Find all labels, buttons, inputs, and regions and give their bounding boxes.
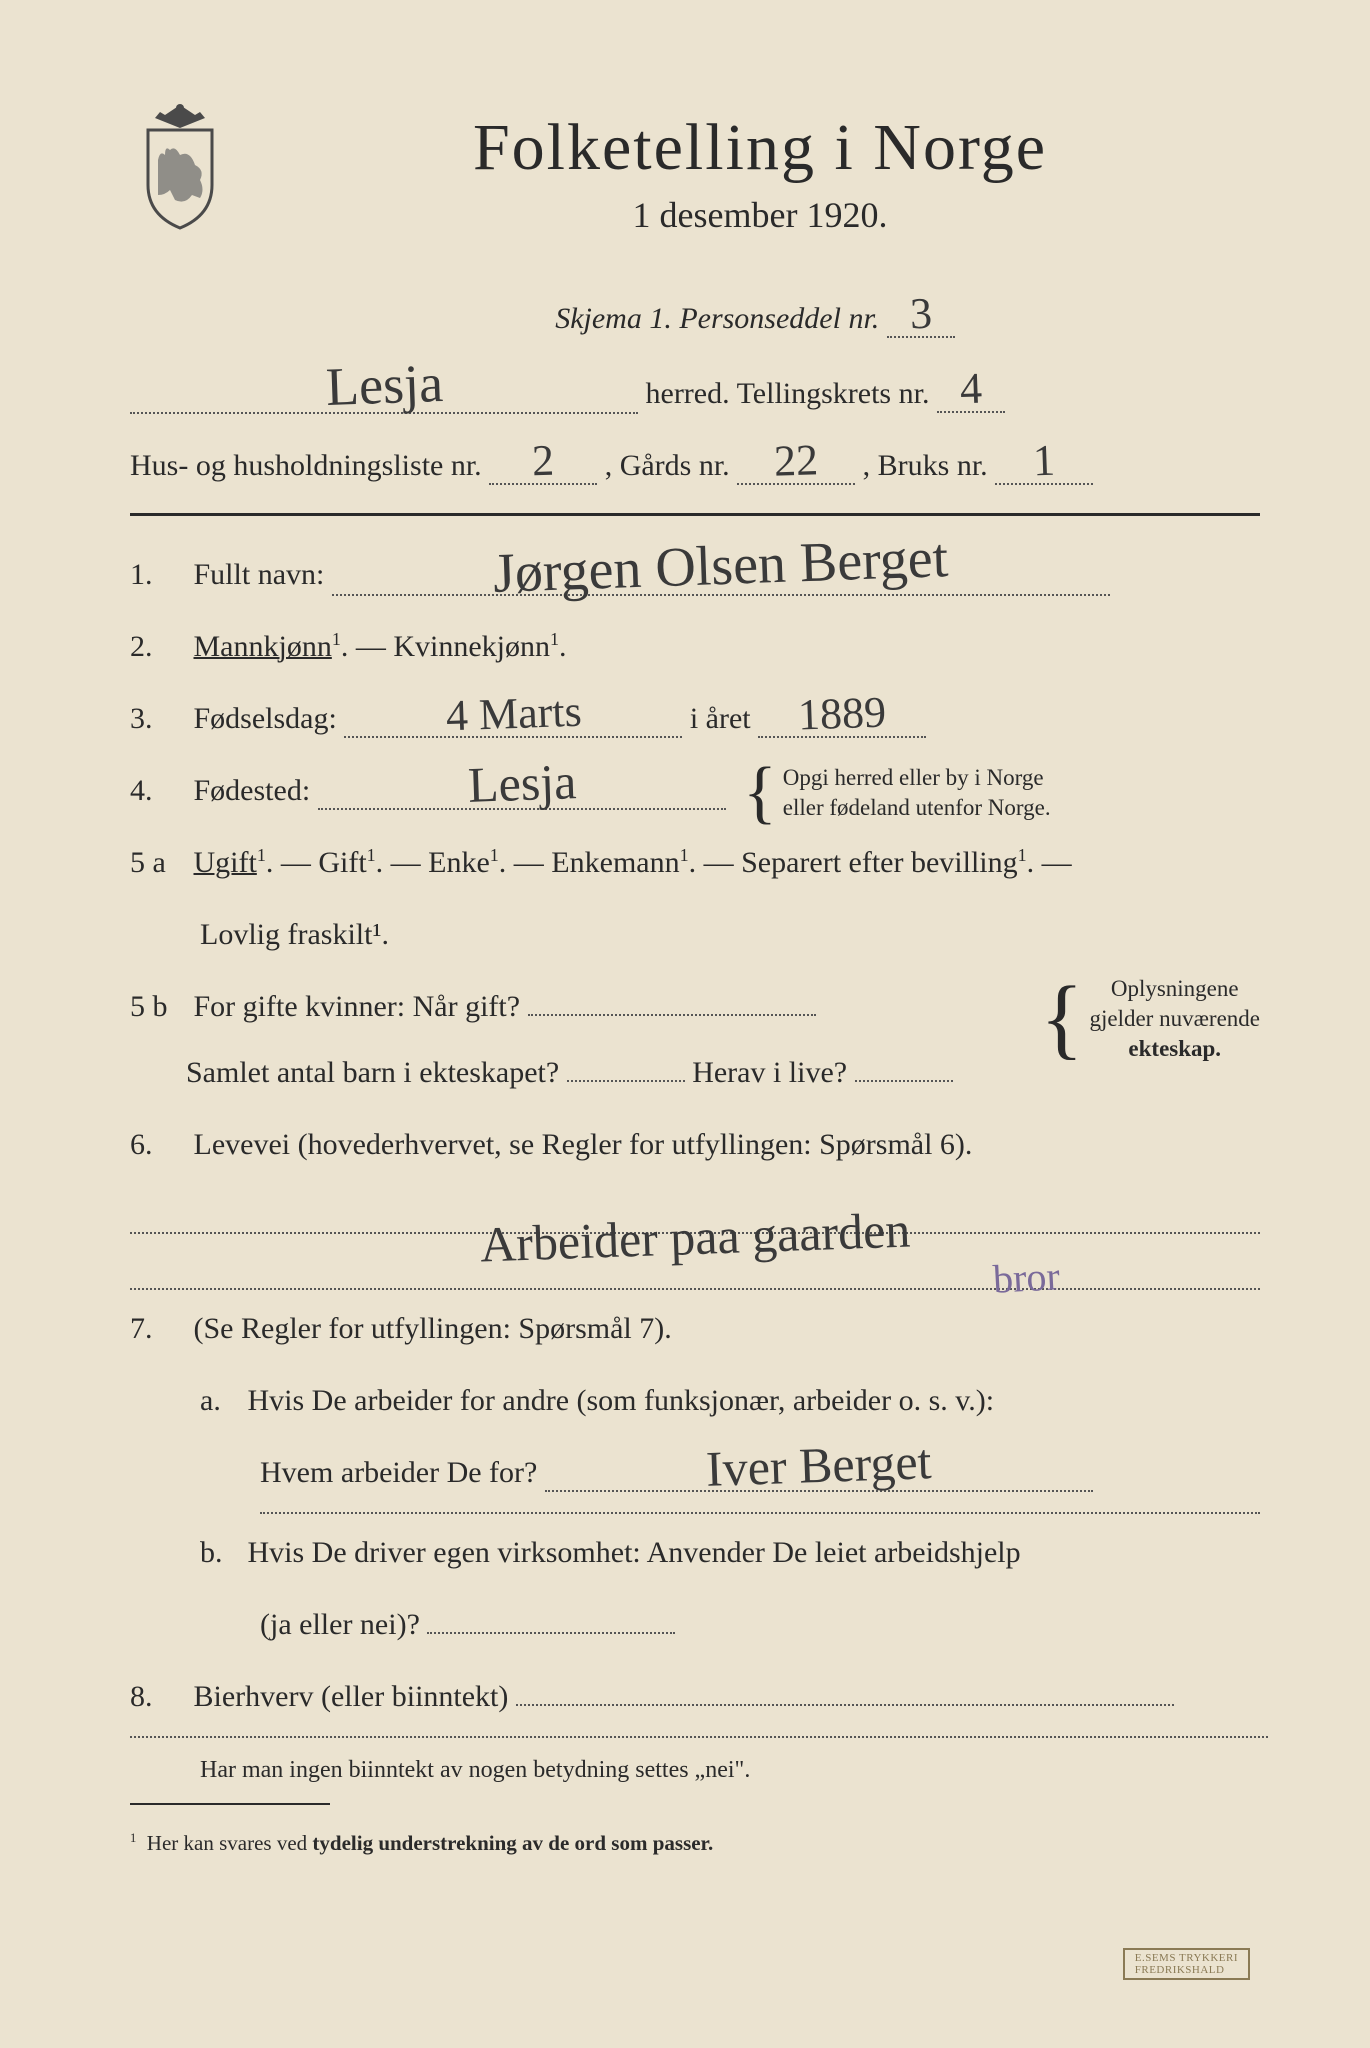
skjema-label: Skjema 1. Personseddel nr.	[555, 302, 879, 335]
main-title: Folketelling i Norge	[260, 110, 1260, 186]
line-herred: Lesja herred. Tellingskrets nr. 4	[130, 358, 1260, 427]
q1-label: Fullt navn:	[194, 558, 325, 591]
coat-of-arms-icon	[130, 100, 230, 230]
q7a-2: Hvem arbeider De for? Iver Berget	[130, 1440, 1260, 1506]
q2-opt2: Kvinnekjønn	[393, 630, 550, 663]
husliste-label: Hus- og husholdningsliste nr.	[130, 449, 482, 482]
q2-dash: —	[356, 630, 394, 663]
husliste-nr: 2	[523, 438, 563, 483]
q7b: b. Hvis De driver egen virksomhet: Anven…	[130, 1520, 1260, 1586]
divider	[130, 513, 1260, 516]
q3-year: 1889	[789, 690, 894, 738]
q3-num: 3.	[130, 686, 186, 752]
q5a-ugift: Ugift	[194, 846, 257, 879]
q1-num: 1.	[130, 542, 186, 608]
q5a-opt2: Lovlig fraskilt¹.	[200, 918, 389, 951]
census-form-page: Folketelling i Norge 1 desember 1920. Sk…	[0, 0, 1370, 2048]
bruks-nr: 1	[1024, 438, 1064, 483]
q5b-note: { Oplysningene gjelder nuværende ekteska…	[1040, 974, 1260, 1064]
q8: 8. Bierhverv (eller biinntekt)	[130, 1664, 1260, 1730]
q7a-num: a.	[200, 1368, 240, 1434]
q8-num: 8.	[130, 1664, 186, 1730]
q4-value: Lesja	[459, 756, 585, 810]
footer-note: Har man ingen biinntekt av nogen betydni…	[130, 1744, 1260, 1797]
q5a-line2: Lovlig fraskilt¹.	[130, 902, 1260, 968]
tellingskrets-nr: 4	[951, 366, 991, 411]
personseddel-nr: 3	[901, 291, 941, 336]
q7a-line2: Hvem arbeider De for?	[260, 1456, 537, 1489]
q5b-label2: Samlet antal barn i ekteskapet?	[130, 1056, 559, 1089]
q7-num: 7.	[130, 1296, 186, 1362]
q1-value: Jørgen Olsen Berget	[484, 530, 957, 602]
gards-nr: 22	[765, 438, 826, 484]
printer-stamp: E.SEMS TRYKKERI FREDRIKSHALD	[1123, 1948, 1250, 1980]
q7a-line1: Hvis De arbeider for andre (som funksjon…	[248, 1384, 995, 1417]
q8-label: Bierhverv (eller biinntekt)	[194, 1680, 509, 1713]
gards-label: , Gårds nr.	[605, 449, 730, 482]
q7b-2: (ja eller nei)?	[130, 1592, 1260, 1658]
q5b-label1: For gifte kvinner: Når gift?	[194, 990, 521, 1023]
q3: 3. Fødselsdag: 4 Marts i året 1889	[130, 686, 1260, 752]
q4-num: 4.	[130, 758, 186, 824]
q7a-3	[130, 1512, 1260, 1514]
footnote-rule	[130, 1803, 330, 1805]
q7b-line2: (ja eller nei)?	[260, 1608, 420, 1641]
q1: 1. Fullt navn: Jørgen Olsen Berget	[130, 538, 1260, 608]
q5a-num: 5 a	[130, 830, 186, 896]
line-hus: Hus- og husholdningsliste nr. 2 , Gårds …	[130, 433, 1260, 499]
q2-num: 2.	[130, 614, 186, 680]
q5b-note1: Oplysningene	[1111, 976, 1239, 1001]
q5b-note3: ekteskap.	[1128, 1036, 1221, 1061]
q7-label: (Se Regler for utfyllingen: Spørsmål 7).	[194, 1312, 672, 1345]
q8-2	[130, 1736, 1260, 1738]
q4-note2: eller fødeland utenfor Norge.	[783, 795, 1051, 820]
q7a: a. Hvis De arbeider for andre (som funks…	[130, 1368, 1260, 1434]
q7: 7. (Se Regler for utfyllingen: Spørsmål …	[130, 1296, 1260, 1362]
q3-daymonth: 4 Marts	[437, 689, 590, 738]
q5b-label3: Herav i live?	[692, 1056, 847, 1089]
bruks-label: , Bruks nr.	[863, 449, 988, 482]
line-skjema: Skjema 1. Personseddel nr. 3	[250, 286, 1260, 352]
herred-label: herred. Tellingskrets nr.	[646, 377, 930, 410]
stamp2: FREDRIKSHALD	[1135, 1964, 1225, 1976]
q6-label: Levevei (hovederhvervet, se Regler for u…	[194, 1128, 973, 1161]
q6-num: 6.	[130, 1112, 186, 1178]
q5b-note2: gjelder nuværende	[1089, 1006, 1260, 1031]
q3-label: Fødselsdag:	[194, 702, 337, 735]
q7a-value: Iver Berget	[697, 1436, 940, 1494]
herred-value: Lesja	[317, 356, 452, 415]
q6-annotation: bror	[991, 1232, 1062, 1323]
q4-label: Fødested:	[194, 774, 311, 807]
q2: 2. Mannkjønn1. — Kvinnekjønn1.	[130, 614, 1260, 680]
subtitle: 1 desember 1920.	[260, 194, 1260, 236]
q2-opt1: Mannkjønn	[194, 630, 332, 663]
q4: 4. Fødested: Lesja { Opgi herred eller b…	[130, 758, 1260, 824]
q3-year-label: i året	[690, 702, 751, 735]
q6: 6. Levevei (hovederhvervet, se Regler fo…	[130, 1112, 1260, 1290]
header: Folketelling i Norge 1 desember 1920.	[130, 100, 1260, 236]
q5a: 5 a Ugift1. — Gift1. — Enke1. — Enkemann…	[130, 830, 1260, 896]
footnote-num: 1	[130, 1831, 136, 1845]
q4-note1: Opgi herred eller by i Norge	[783, 765, 1044, 790]
title-block: Folketelling i Norge 1 desember 1920.	[260, 100, 1260, 236]
q6-value: Arbeider paa gaarden	[470, 1174, 920, 1300]
q7b-num: b.	[200, 1520, 240, 1586]
q5b-num: 5 b	[130, 974, 186, 1040]
stamp1: E.SEMS TRYKKERI	[1135, 1952, 1238, 1964]
q4-note: { Opgi herred eller by i Norge eller fød…	[743, 763, 1050, 823]
q7b-line1: Hvis De driver egen virksomhet: Anvender…	[248, 1536, 1021, 1569]
footnote: 1 Her kan svares ved tydelig understrekn…	[130, 1831, 1260, 1856]
q5b: 5 b For gifte kvinner: Når gift? { Oplys…	[130, 974, 1260, 1106]
